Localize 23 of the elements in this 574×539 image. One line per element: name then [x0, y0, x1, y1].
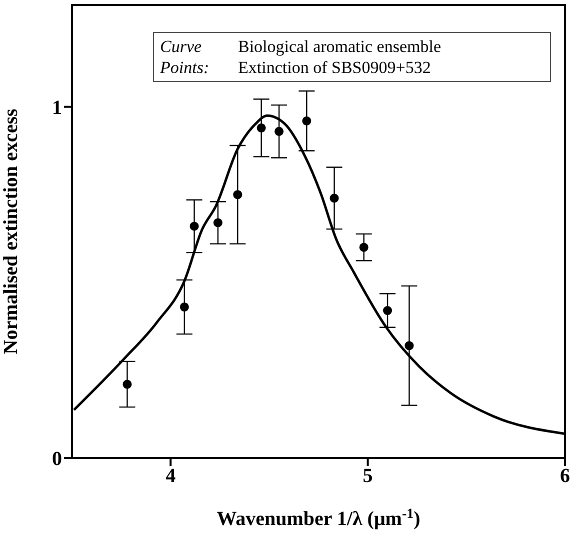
- annotation: Points:: [160, 57, 210, 78]
- x-tick-label: 6: [560, 465, 570, 488]
- annotation: Curve: [160, 36, 203, 57]
- point: [213, 218, 222, 228]
- x-tick-label: 4: [166, 465, 176, 488]
- point: [359, 242, 368, 252]
- point: [383, 306, 392, 316]
- y-tick-label: 0: [52, 448, 62, 470]
- point: [256, 123, 266, 132]
- point: [180, 302, 189, 312]
- point: [122, 380, 132, 389]
- point: [302, 116, 312, 126]
- annotation: Biological aromatic ensemble: [238, 36, 442, 57]
- annotation: Extinction of SBS0909+532: [238, 57, 432, 78]
- x-tick-label: 5: [362, 465, 373, 488]
- x-axis-title: Wavenumber 1/λ (μm$^{-1}$): [216, 506, 420, 530]
- point: [274, 126, 284, 136]
- y-tick-label: 1: [52, 96, 62, 119]
- point: [404, 341, 414, 350]
- point: [330, 194, 339, 203]
- point: [190, 222, 199, 231]
- y-axis-title: Normalised extinction excess: [0, 108, 22, 354]
- point: [233, 190, 242, 200]
